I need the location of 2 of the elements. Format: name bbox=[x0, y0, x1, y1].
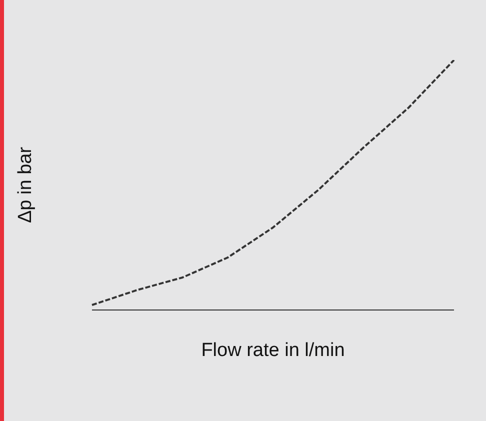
x-axis-title: Flow rate in l/min bbox=[200, 340, 346, 362]
y-axis-title: Δp in bar bbox=[15, 146, 37, 224]
